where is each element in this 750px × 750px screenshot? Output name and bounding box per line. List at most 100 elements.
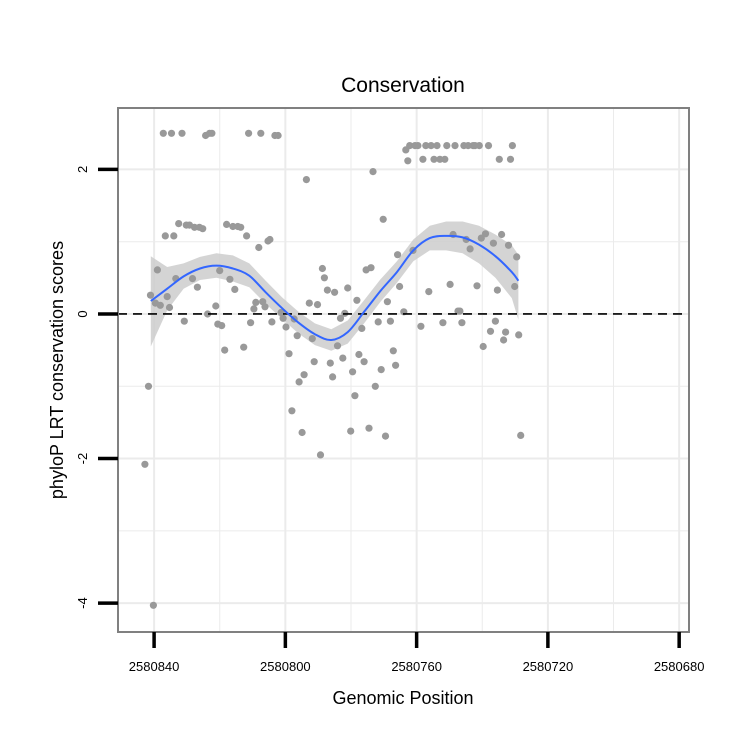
data-point xyxy=(218,322,226,330)
data-point xyxy=(404,157,412,165)
data-point xyxy=(511,282,519,291)
data-point xyxy=(484,142,493,150)
data-point xyxy=(316,451,325,459)
y-tick-label: -4 xyxy=(75,597,90,609)
data-point xyxy=(308,335,316,343)
data-point xyxy=(504,241,513,249)
data-point xyxy=(156,301,164,309)
data-point xyxy=(417,322,425,330)
data-point xyxy=(231,285,239,293)
data-point xyxy=(355,350,363,359)
data-point xyxy=(339,354,347,362)
data-point xyxy=(456,307,464,315)
data-point xyxy=(506,155,515,163)
data-point xyxy=(396,282,404,291)
data-point xyxy=(237,223,245,231)
data-point xyxy=(298,428,306,437)
data-point xyxy=(502,328,510,336)
data-point xyxy=(279,314,287,322)
data-point xyxy=(365,424,373,432)
data-point xyxy=(320,274,328,282)
data-point xyxy=(204,310,212,318)
data-point xyxy=(446,280,454,288)
data-point xyxy=(250,305,258,313)
data-point xyxy=(433,142,441,150)
data-point xyxy=(500,336,508,344)
data-point xyxy=(282,323,290,331)
data-point xyxy=(329,373,337,381)
data-point xyxy=(295,378,303,386)
data-point xyxy=(257,129,265,137)
data-point xyxy=(293,332,301,340)
data-point xyxy=(302,176,310,184)
data-point xyxy=(149,601,157,609)
data-point xyxy=(277,308,285,317)
data-point xyxy=(495,155,503,163)
data-point xyxy=(374,318,382,326)
data-point xyxy=(188,275,197,283)
grid-lines xyxy=(118,108,689,632)
data-point xyxy=(458,319,466,327)
data-point xyxy=(441,155,449,163)
data-point xyxy=(300,371,308,379)
data-point xyxy=(358,324,366,332)
data-point xyxy=(379,215,387,223)
data-point xyxy=(508,142,516,150)
x-axis: 2580840 2580800 2580760 2580720 2580680 xyxy=(129,632,705,674)
data-point xyxy=(223,220,231,228)
data-point xyxy=(226,275,234,283)
x-tick-label: 2580680 xyxy=(654,659,705,674)
data-point xyxy=(167,129,176,137)
data-point xyxy=(344,284,352,292)
data-point xyxy=(247,319,255,327)
data-point xyxy=(360,358,368,366)
data-point xyxy=(427,142,435,150)
y-axis: -4 -2 0 2 xyxy=(75,166,118,609)
data-point xyxy=(414,142,422,150)
data-point xyxy=(443,142,451,150)
data-point xyxy=(326,359,334,367)
data-point xyxy=(479,342,487,351)
data-point xyxy=(240,343,248,351)
data-point xyxy=(439,319,447,327)
data-point xyxy=(331,288,339,296)
data-point xyxy=(245,129,253,137)
data-point xyxy=(349,368,357,376)
data-point xyxy=(199,225,207,233)
data-point xyxy=(377,366,385,374)
data-point xyxy=(406,142,414,150)
y-tick-label: 2 xyxy=(75,166,90,173)
data-point xyxy=(381,432,390,440)
data-point xyxy=(243,232,251,240)
data-point xyxy=(193,283,201,291)
data-point xyxy=(515,331,523,339)
data-point xyxy=(212,302,220,310)
data-point xyxy=(318,264,326,273)
data-point xyxy=(353,296,361,304)
data-point xyxy=(266,235,274,244)
data-points xyxy=(141,129,525,609)
data-point xyxy=(493,286,501,294)
data-point xyxy=(369,168,377,176)
data-point xyxy=(513,253,521,261)
data-point xyxy=(466,245,474,253)
data-point xyxy=(517,431,525,439)
data-point xyxy=(473,282,481,290)
data-point xyxy=(351,392,359,400)
data-point xyxy=(208,129,216,137)
panel-border xyxy=(117,107,690,633)
data-point xyxy=(221,346,229,354)
data-point xyxy=(146,291,155,299)
data-point xyxy=(422,142,430,150)
data-point xyxy=(489,239,497,247)
data-point xyxy=(170,232,178,240)
data-point xyxy=(216,267,224,275)
x-tick-label: 2580720 xyxy=(523,659,574,674)
chart-title: Conservation xyxy=(341,74,465,97)
x-tick-label: 2580760 xyxy=(391,659,442,674)
data-point xyxy=(451,142,459,150)
data-point xyxy=(141,460,149,468)
data-point xyxy=(305,299,313,307)
data-point xyxy=(481,230,490,238)
x-tick-label: 2580840 xyxy=(129,659,180,674)
